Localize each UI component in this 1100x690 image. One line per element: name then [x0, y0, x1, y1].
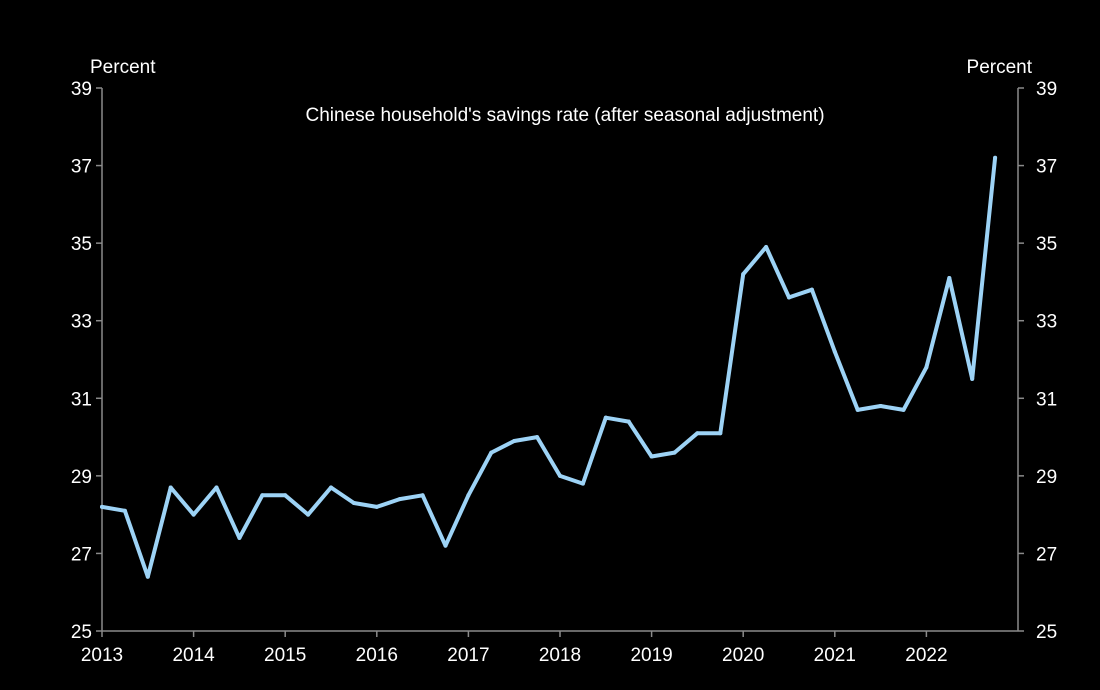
data-point — [787, 295, 791, 300]
data-point — [718, 431, 723, 436]
data-point — [512, 438, 517, 443]
data-point — [466, 493, 471, 498]
data-point — [397, 497, 402, 502]
right-y-tick-label: 33 — [1036, 312, 1057, 333]
data-point — [191, 512, 196, 517]
right-axis-unit-label: Percent — [967, 57, 1033, 78]
data-point — [145, 574, 150, 579]
x-tick-label: 2022 — [905, 645, 947, 666]
x-tick-label: 2014 — [172, 645, 215, 666]
x-tick-label: 2017 — [447, 645, 489, 666]
data-point — [947, 276, 952, 281]
x-tick-label: 2021 — [814, 645, 856, 666]
right-y-tick-label: 29 — [1036, 467, 1057, 488]
left-y-tick-label: 39 — [71, 79, 92, 100]
data-point — [351, 501, 356, 506]
x-tick-label: 2020 — [722, 645, 764, 666]
data-point — [374, 504, 379, 509]
data-point — [924, 365, 929, 370]
data-point — [420, 493, 425, 498]
data-point — [489, 450, 494, 455]
series-group — [100, 155, 998, 579]
right-y-tick-label: 35 — [1036, 234, 1057, 255]
data-point — [832, 349, 837, 354]
left-y-tick-label: 29 — [71, 467, 92, 488]
data-point — [443, 543, 448, 548]
right-y-tick-label: 27 — [1036, 544, 1057, 565]
data-point — [214, 485, 219, 490]
data-point — [672, 450, 677, 455]
left-y-tick-label: 37 — [71, 157, 92, 178]
right-y-tick-label: 39 — [1036, 79, 1057, 100]
data-point — [970, 376, 975, 381]
data-point — [809, 287, 814, 292]
right-y-tick-label: 25 — [1036, 622, 1057, 643]
data-point — [695, 431, 700, 436]
data-point — [741, 272, 746, 277]
left-y-tick-label: 25 — [71, 622, 92, 643]
data-point — [855, 407, 860, 412]
x-tick-label: 2018 — [539, 645, 581, 666]
data-point — [306, 512, 311, 517]
left-y-tick-label: 31 — [71, 389, 92, 410]
data-point — [168, 485, 173, 490]
x-tick-label: 2019 — [630, 645, 672, 666]
data-point — [580, 481, 585, 486]
left-y-tick-label: 27 — [71, 544, 92, 565]
data-point — [878, 404, 883, 409]
chart-title: Chinese household's savings rate (after … — [305, 105, 824, 126]
data-point — [603, 415, 608, 420]
right-y-tick-label: 31 — [1036, 389, 1057, 410]
data-point — [993, 155, 998, 160]
data-point — [558, 473, 562, 478]
data-point — [283, 493, 288, 498]
data-point — [901, 407, 906, 412]
x-tick-label: 2015 — [264, 645, 306, 666]
data-point — [535, 435, 540, 440]
data-point — [100, 504, 104, 509]
axis-ticks: 25 25 27 27 29 29 31 31 33 33 35 35 37 37 39 39 2013 2014… — [71, 79, 1057, 666]
data-point — [329, 485, 333, 490]
data-point — [260, 493, 265, 498]
data-point — [122, 508, 127, 513]
left-axis-unit-label: Percent — [90, 57, 156, 78]
right-y-tick-label: 37 — [1036, 157, 1057, 178]
savings-rate-line — [100, 155, 998, 579]
x-tick-label: 2016 — [356, 645, 398, 666]
data-point — [649, 454, 654, 459]
data-point — [764, 245, 769, 250]
left-y-tick-label: 35 — [71, 234, 92, 255]
data-point — [237, 535, 242, 540]
data-point — [626, 419, 631, 424]
left-y-tick-label: 33 — [71, 312, 92, 333]
x-tick-label: 2013 — [81, 645, 123, 666]
